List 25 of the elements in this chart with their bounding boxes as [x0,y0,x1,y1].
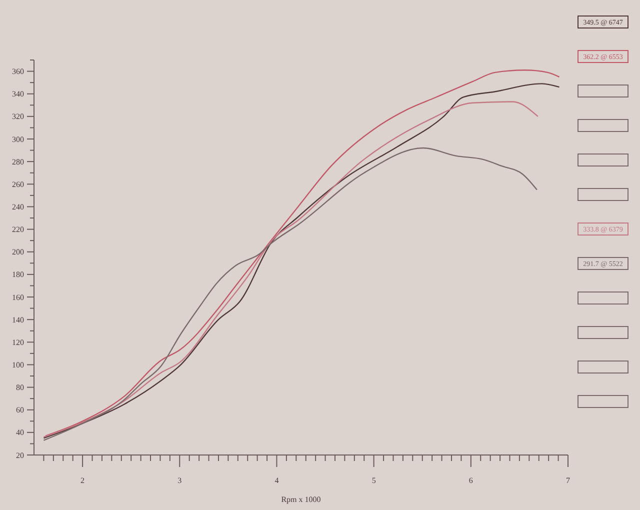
y-tick-label: 260 [12,180,24,189]
y-tick-label: 220 [12,225,24,234]
y-tick-label: 200 [12,248,24,257]
x-tick-label: 6 [468,476,473,485]
y-tick-label: 120 [12,338,24,347]
y-tick-label: 360 [12,67,24,76]
y-tick-label: 240 [12,202,24,212]
y-tick-label: 40 [16,428,24,438]
x-axis-title: Rpm x 1000 [281,495,321,504]
y-tick-label: 100 [12,360,24,370]
x-tick-label: 2 [80,476,85,485]
y-tick-label: 320 [12,112,24,122]
x-tick-label: 7 [566,476,570,485]
y-tick-label: 60 [16,406,24,415]
y-tick-label: 340 [12,90,24,99]
y-tick-label: 280 [12,157,24,166]
y-tick-label: 140 [12,315,24,324]
y-tick-label: 160 [12,292,24,302]
y-tick-label: 180 [12,270,24,280]
y-tick-label: 300 [12,134,24,144]
x-tick-label: 5 [372,476,376,485]
y-tick-label: 20 [16,450,24,460]
x-tick-label: 3 [178,476,182,485]
y-tick-label: 80 [16,383,24,392]
x-tick-label: 4 [274,476,279,485]
